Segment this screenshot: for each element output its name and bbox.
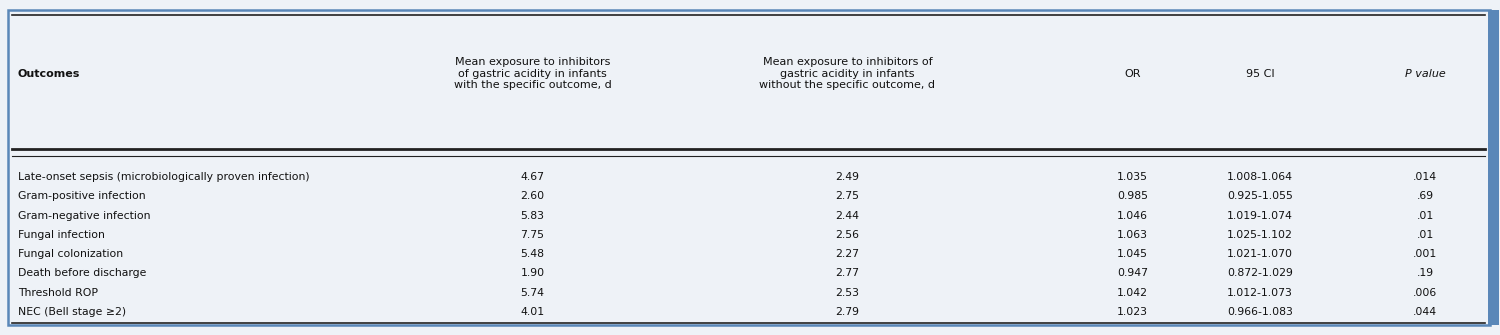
Text: 5.48: 5.48 (520, 249, 544, 259)
Text: OR: OR (1125, 69, 1140, 79)
Text: 7.75: 7.75 (520, 230, 544, 240)
Text: 2.27: 2.27 (836, 249, 860, 259)
Text: 1.012-1.073: 1.012-1.073 (1227, 288, 1293, 298)
Text: 1.025-1.102: 1.025-1.102 (1227, 230, 1293, 240)
Text: Gram-negative infection: Gram-negative infection (18, 211, 150, 221)
Text: 2.79: 2.79 (836, 307, 860, 317)
Text: 1.045: 1.045 (1118, 249, 1148, 259)
Text: 1.046: 1.046 (1118, 211, 1148, 221)
Text: 1.063: 1.063 (1118, 230, 1148, 240)
Text: 2.49: 2.49 (836, 172, 860, 182)
Text: 2.56: 2.56 (836, 230, 860, 240)
Text: 0.925-1.055: 0.925-1.055 (1227, 191, 1293, 201)
Text: NEC (Bell stage ≥2): NEC (Bell stage ≥2) (18, 307, 126, 317)
Text: .006: .006 (1413, 288, 1437, 298)
Text: 2.77: 2.77 (836, 268, 860, 278)
Text: 2.60: 2.60 (520, 191, 544, 201)
Text: 0.872-1.029: 0.872-1.029 (1227, 268, 1293, 278)
FancyBboxPatch shape (8, 10, 1490, 325)
Text: 2.44: 2.44 (836, 211, 860, 221)
Text: 0.947: 0.947 (1118, 268, 1148, 278)
Text: Late-onset sepsis (microbiologically proven infection): Late-onset sepsis (microbiologically pro… (18, 172, 309, 182)
Text: 1.035: 1.035 (1118, 172, 1148, 182)
Text: 2.75: 2.75 (836, 191, 860, 201)
Text: 1.021-1.070: 1.021-1.070 (1227, 249, 1293, 259)
Text: 0.985: 0.985 (1118, 191, 1148, 201)
Text: 4.01: 4.01 (520, 307, 544, 317)
FancyBboxPatch shape (1488, 10, 1498, 325)
Text: 1.042: 1.042 (1118, 288, 1148, 298)
Text: 1.008-1.064: 1.008-1.064 (1227, 172, 1293, 182)
Text: 5.83: 5.83 (520, 211, 544, 221)
Text: Fungal colonization: Fungal colonization (18, 249, 123, 259)
Text: 1.019-1.074: 1.019-1.074 (1227, 211, 1293, 221)
Text: 0.966-1.083: 0.966-1.083 (1227, 307, 1293, 317)
Text: Gram-positive infection: Gram-positive infection (18, 191, 146, 201)
Text: .01: .01 (1416, 211, 1434, 221)
Text: .014: .014 (1413, 172, 1437, 182)
Text: .01: .01 (1416, 230, 1434, 240)
Text: Mean exposure to inhibitors of
gastric acidity in infants
without the specific o: Mean exposure to inhibitors of gastric a… (759, 57, 936, 90)
Text: 1.023: 1.023 (1118, 307, 1148, 317)
Text: .001: .001 (1413, 249, 1437, 259)
Text: 5.74: 5.74 (520, 288, 544, 298)
Text: 95 CI: 95 CI (1245, 69, 1275, 79)
Text: 2.53: 2.53 (836, 288, 860, 298)
Text: Outcomes: Outcomes (18, 69, 81, 79)
Text: 4.67: 4.67 (520, 172, 544, 182)
Text: Fungal infection: Fungal infection (18, 230, 105, 240)
Text: .69: .69 (1416, 191, 1434, 201)
Text: Death before discharge: Death before discharge (18, 268, 147, 278)
Text: .044: .044 (1413, 307, 1437, 317)
Text: P value: P value (1404, 69, 1446, 79)
Text: .19: .19 (1416, 268, 1434, 278)
Text: Threshold ROP: Threshold ROP (18, 288, 98, 298)
Text: 1.90: 1.90 (520, 268, 544, 278)
Text: Mean exposure to inhibitors
of gastric acidity in infants
with the specific outc: Mean exposure to inhibitors of gastric a… (453, 57, 612, 90)
